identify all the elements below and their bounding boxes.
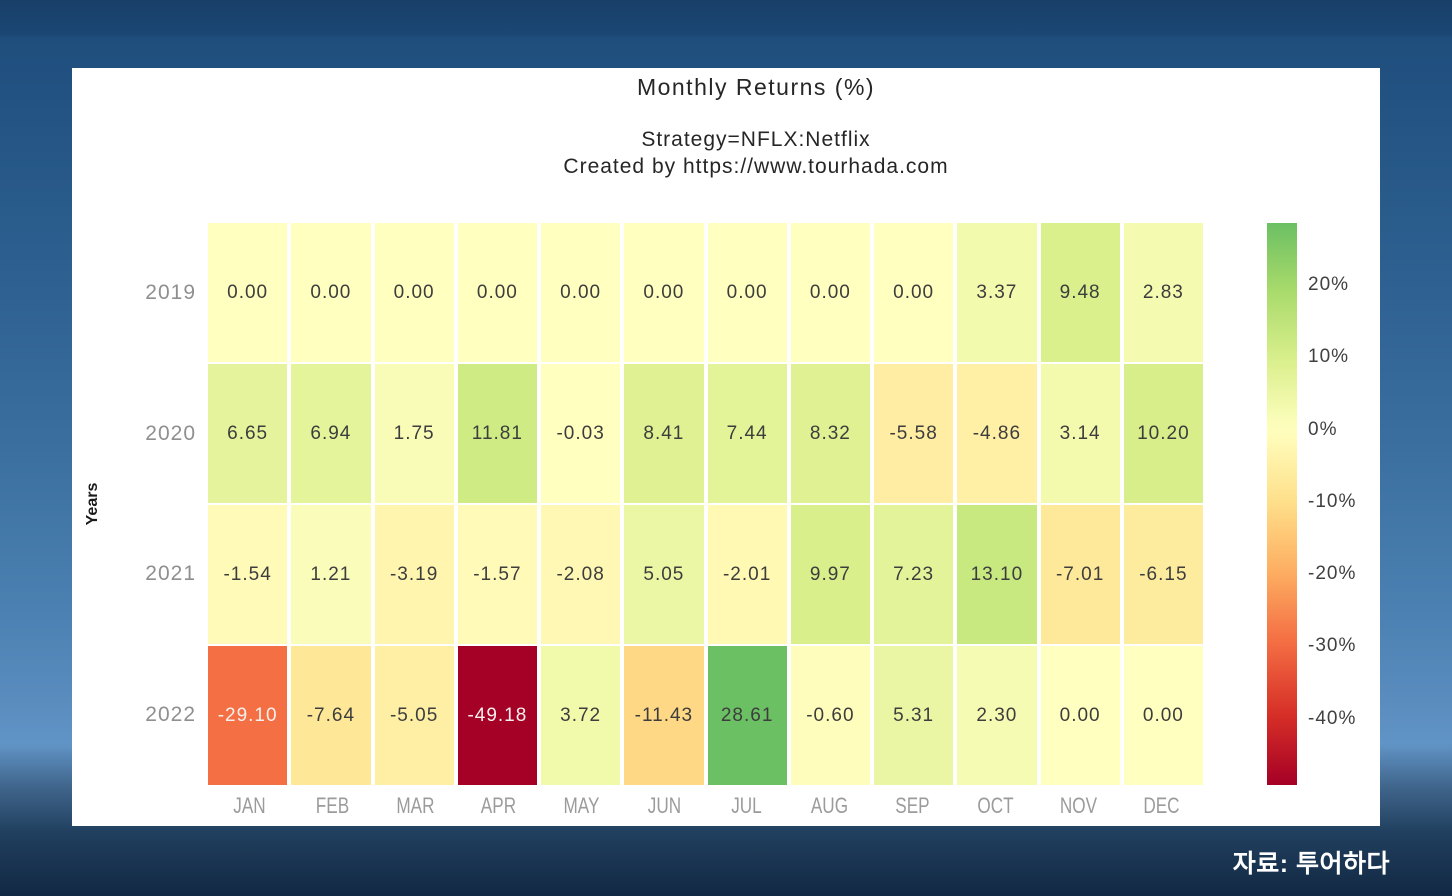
heatmap-cell[interactable]: 3.14 — [1040, 364, 1120, 503]
heatmap-cell[interactable]: 6.65 — [208, 364, 288, 503]
heatmap-cell[interactable]: 13.10 — [957, 505, 1037, 644]
colorbar-tick-label: 10% — [1308, 346, 1350, 368]
heatmap-cell[interactable]: 0.00 — [1123, 646, 1203, 785]
colorbar-tick-label: -40% — [1308, 707, 1357, 729]
colorbar-tick-label: 0% — [1308, 418, 1338, 440]
heatmap-cell[interactable]: 3.72 — [541, 646, 621, 785]
colorbar-tick-label: -20% — [1308, 563, 1357, 585]
heatmap-cell[interactable]: 8.32 — [790, 364, 870, 503]
heatmap-cell[interactable]: 9.48 — [1040, 223, 1120, 362]
heatmap-cell[interactable]: 0.00 — [707, 223, 787, 362]
heatmap-cell[interactable]: 6.94 — [291, 364, 371, 503]
x-tick-label: DEC — [1143, 793, 1180, 818]
heatmap-cell[interactable]: -3.19 — [374, 505, 454, 644]
x-tick-label: APR — [480, 793, 516, 818]
heatmap-cell[interactable]: -7.01 — [1040, 505, 1120, 644]
x-tick-label: SEP — [895, 793, 930, 818]
x-tick-label: FEB — [315, 793, 350, 818]
heatmap-cell[interactable]: -2.01 — [707, 505, 787, 644]
y-tick-label: 2020 — [145, 421, 196, 445]
heatmap-cell[interactable]: 1.75 — [374, 364, 454, 503]
heatmap-cell[interactable]: 0.00 — [208, 223, 288, 362]
heatmap-cell[interactable]: 10.20 — [1123, 364, 1203, 503]
colorbar-tick-label: -10% — [1308, 490, 1357, 512]
y-axis-tick-labels: 2019 2020 2021 2022 — [104, 223, 196, 785]
heatmap-cell[interactable]: 3.37 — [957, 223, 1037, 362]
heatmap-cell[interactable]: -0.03 — [541, 364, 621, 503]
heatmap-cell[interactable]: 0.00 — [874, 223, 954, 362]
x-tick-label: JUN — [647, 793, 681, 818]
heatmap-cell[interactable]: -29.10 — [208, 646, 288, 785]
colorbar-gradient — [1267, 223, 1297, 785]
x-axis-tick-labels: JAN FEB MAR APR MAY JUN JUL AUG SEP OCT NOV DEC — [208, 791, 1203, 821]
heatmap-cell[interactable]: 2.83 — [1123, 223, 1203, 362]
heatmap-cell[interactable]: 0.00 — [624, 223, 704, 362]
heatmap-cell[interactable]: 1.21 — [291, 505, 371, 644]
x-tick-label: JAN — [233, 793, 266, 818]
chart-subtitle-credit: Created by https://www.tourhada.com — [563, 155, 949, 178]
chart-subtitle-strategy: Strategy=NFLX:Netflix — [641, 128, 871, 151]
x-tick-label: OCT — [977, 793, 1014, 818]
heatmap-cell[interactable]: -49.18 — [457, 646, 537, 785]
heatmap-cell[interactable]: 28.61 — [707, 646, 787, 785]
x-tick-label: NOV — [1060, 793, 1098, 818]
heatmap-cell[interactable]: -4.86 — [957, 364, 1037, 503]
heatmap-cell[interactable]: 0.00 — [374, 223, 454, 362]
heatmap-cell[interactable]: 5.31 — [874, 646, 954, 785]
heatmap-cell[interactable]: -5.58 — [874, 364, 954, 503]
colorbar-tick-label: 20% — [1308, 274, 1350, 296]
heatmap-cell[interactable]: 9.97 — [790, 505, 870, 644]
heatmap-cell[interactable]: 7.44 — [707, 364, 787, 503]
heatmap-cell[interactable]: -2.08 — [541, 505, 621, 644]
heatmap-cell[interactable]: -6.15 — [1123, 505, 1203, 644]
heatmap-cell[interactable]: 0.00 — [541, 223, 621, 362]
heatmap-cell[interactable]: 2.30 — [957, 646, 1037, 785]
chart-subtitle-block: Strategy=NFLX:Netflix Created by https:/… — [102, 126, 1410, 180]
source-note: 자료: 투어하다 — [1232, 850, 1390, 878]
heatmap-cell[interactable]: -1.54 — [208, 505, 288, 644]
y-tick-label: 2019 — [145, 281, 196, 305]
heatmap-cell[interactable]: 11.81 — [457, 364, 537, 503]
heatmap-cell[interactable]: -0.60 — [790, 646, 870, 785]
heatmap-cell[interactable]: -11.43 — [624, 646, 704, 785]
heatmap-cell[interactable]: 5.05 — [624, 505, 704, 644]
heatmap-cell[interactable]: -1.57 — [457, 505, 537, 644]
heatmap-cell[interactable]: 8.41 — [624, 364, 704, 503]
y-tick-label: 2021 — [145, 562, 196, 586]
colorbar-tick-label: -30% — [1308, 635, 1357, 657]
x-tick-label: MAR — [396, 793, 435, 818]
heatmap-cell[interactable]: -7.64 — [291, 646, 371, 785]
x-tick-label: JUL — [731, 793, 763, 818]
y-tick-label: 2022 — [145, 702, 196, 726]
heatmap-cell[interactable]: 0.00 — [291, 223, 371, 362]
heatmap-cell[interactable]: 0.00 — [457, 223, 537, 362]
heatmap-cell[interactable]: -5.05 — [374, 646, 454, 785]
y-axis-title: Years — [84, 482, 101, 526]
heatmap: 0.00 0.00 0.00 0.00 0.00 0.00 0.00 0.00 0.00 3.37… — [208, 223, 1203, 785]
heatmap-cell[interactable]: 0.00 — [1040, 646, 1120, 785]
x-tick-label: AUG — [811, 793, 849, 818]
chart-title: Monthly Returns (%) — [636, 74, 876, 100]
heatmap-cell[interactable]: 7.23 — [874, 505, 954, 644]
x-tick-label: MAY — [563, 793, 600, 818]
heatmap-cell[interactable]: 0.00 — [790, 223, 870, 362]
